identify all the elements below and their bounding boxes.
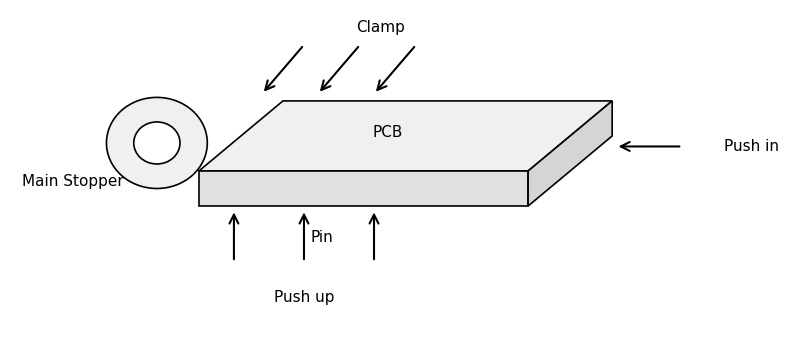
Text: Push in: Push in (724, 139, 779, 154)
Polygon shape (199, 101, 612, 171)
Ellipse shape (106, 98, 208, 189)
Text: Push up: Push up (274, 290, 334, 305)
Text: Pin: Pin (311, 230, 333, 245)
Ellipse shape (134, 122, 180, 164)
Text: PCB: PCB (373, 125, 403, 140)
Text: Main Stopper: Main Stopper (22, 174, 124, 189)
Polygon shape (199, 171, 528, 206)
Polygon shape (528, 101, 612, 206)
Text: Clamp: Clamp (356, 20, 406, 35)
